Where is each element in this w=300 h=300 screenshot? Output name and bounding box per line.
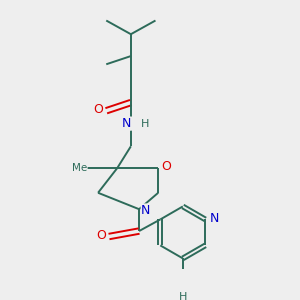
Text: H: H [141, 118, 149, 129]
Text: O: O [161, 160, 171, 173]
Text: N: N [141, 204, 151, 217]
Text: H: H [178, 292, 187, 300]
Text: O: O [94, 103, 103, 116]
Text: N: N [209, 212, 219, 225]
Text: Me: Me [72, 163, 87, 173]
Text: O: O [96, 229, 106, 242]
Text: N: N [122, 117, 131, 130]
